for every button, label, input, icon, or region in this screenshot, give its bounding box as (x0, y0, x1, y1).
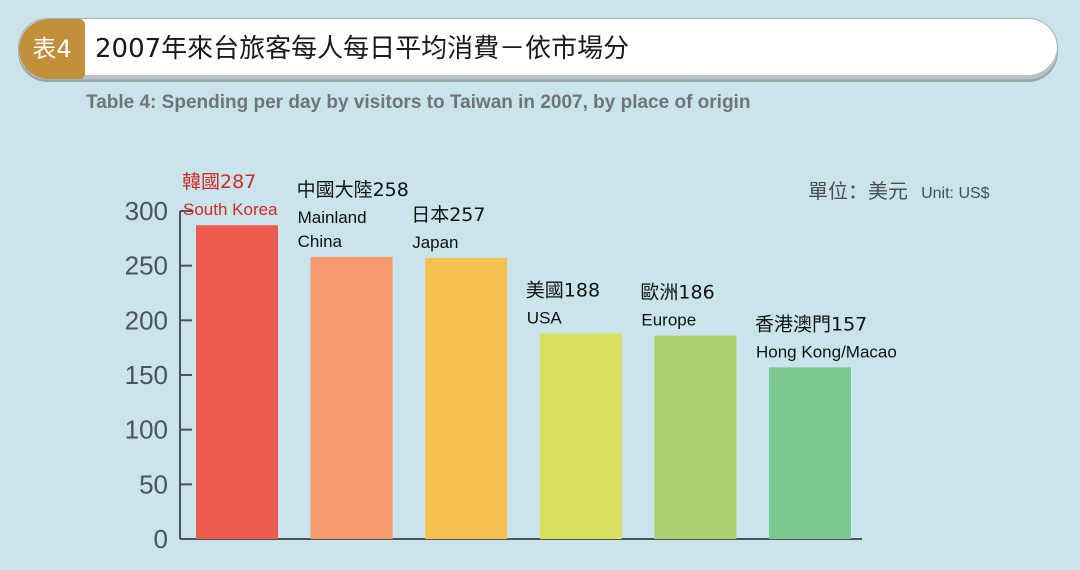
bar (196, 225, 278, 540)
title-badge: 表4 (19, 19, 85, 79)
data-label: 美國188 (526, 279, 600, 301)
y-tick-label: 150 (125, 360, 168, 390)
data-label: 香港澳門157 (755, 313, 867, 335)
category-label: USA (527, 308, 563, 327)
y-tick-label: 300 (125, 196, 168, 226)
y-tick-label: 50 (139, 469, 168, 499)
bar (769, 367, 851, 539)
chart-subtitle: Table 4: Spending per day by visitors to… (86, 92, 751, 113)
unit-label: 單位：美元 Unit: US$ (808, 175, 990, 204)
category-label: Europe (641, 311, 696, 330)
y-tick-label: 250 (125, 251, 168, 281)
data-label: 日本257 (411, 204, 485, 226)
category-label: South Korea (183, 200, 278, 219)
data-label: 中國大陸258 (297, 179, 409, 201)
category-label: Mainland (298, 208, 367, 227)
y-tick-label: 200 (125, 305, 168, 335)
chart-title: 2007年來台旅客每人每日平均消費－依市場分 (95, 34, 630, 64)
category-label: Japan (412, 233, 458, 252)
bar (310, 256, 393, 539)
data-label: 歐洲186 (640, 282, 714, 304)
title-bar: 表4 2007年來台旅客每人每日平均消費－依市場分 (18, 18, 1058, 80)
y-tick-label: 0 (154, 524, 168, 554)
bar (539, 333, 622, 539)
data-label: 韓國287 (182, 171, 256, 193)
category-label: China (298, 232, 343, 251)
bar (425, 258, 508, 539)
unit-zh: 單位：美元 (808, 179, 908, 203)
unit-en: Unit: US$ (921, 185, 990, 202)
y-tick-label: 100 (125, 415, 168, 445)
bar (654, 335, 737, 539)
category-label: Hong Kong/Macao (756, 342, 897, 361)
